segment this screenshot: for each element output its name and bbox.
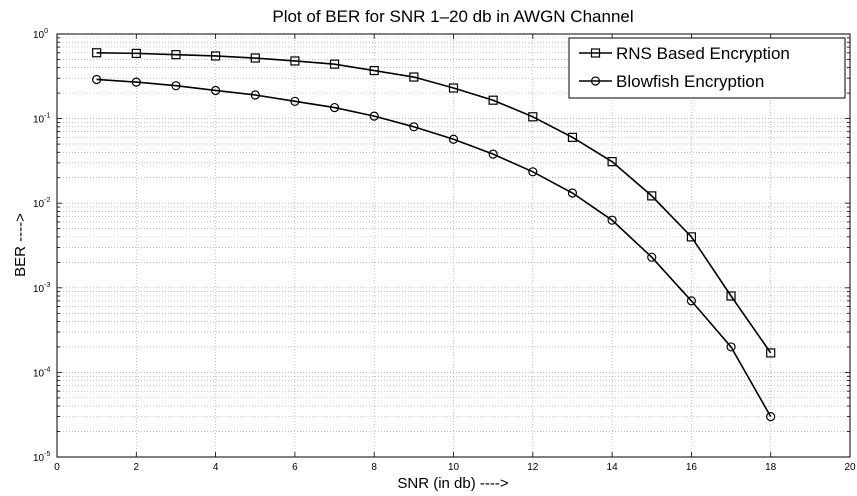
data-point [171,50,181,60]
data-point [211,85,221,96]
x-axis-label: SNR (in db) ----> [397,475,509,492]
data-point [92,48,102,58]
legend-marker [590,48,601,58]
x-tick-label: 0 [54,462,60,473]
x-tick-label: 14 [607,462,619,473]
y-axis-label: BER ----> [12,213,29,277]
legend-item-1: RNS Based Encryption [579,44,790,63]
data-point [329,102,340,113]
y-tick-label: 10-4 [33,366,50,379]
data-point [369,111,379,121]
data-point [607,215,617,225]
x-tick-label: 12 [527,462,539,473]
series-2 [92,74,776,422]
legend: RNS Based Encryption Blowfish Encryption [568,37,846,99]
x-tick-label: 16 [686,462,698,473]
data-point [409,122,419,132]
y-tick-labels: 10-5 10-4 10-3 10-2 10-1 100 [33,28,50,464]
y-tick-label: 100 [33,28,48,41]
data-point [290,96,300,106]
legend-item-2: Blowfish Encryption [579,72,764,91]
data-point [131,48,141,58]
data-point [488,149,498,159]
axis-ticks [56,34,851,458]
data-point [647,191,657,201]
series-1 [92,48,776,358]
data-point [369,65,379,76]
data-point [607,157,617,167]
data-point [409,72,419,82]
x-tick-label: 10 [448,462,460,473]
data-point [567,188,578,198]
y-tick-label: 10-3 [33,282,50,295]
data-point [290,56,300,66]
y-tick-label: 10-5 [33,451,50,464]
data-point [766,348,776,358]
legend-marker [590,76,601,86]
data-point [686,232,697,242]
data-point [211,51,221,61]
x-tick-label: 20 [844,462,856,473]
x-tick-label: 4 [213,462,219,473]
data-point [131,77,141,87]
series-line [96,51,772,354]
data-point [171,81,181,91]
legend-label: Blowfish Encryption [616,72,764,91]
data-point [448,83,459,93]
legend-box [568,37,846,99]
x-tick-label: 6 [292,462,298,473]
data-point [92,74,102,85]
legend-label: RNS Based Encryption [616,44,790,63]
data-point [726,342,736,352]
data-point [528,167,538,177]
data-point [647,252,657,262]
data-point [329,59,340,69]
data-point [686,296,697,306]
data-point [766,412,776,422]
chart-title: Plot of BER for SNR 1–20 db in AWGN Chan… [272,7,633,26]
y-tick-label: 10-2 [33,197,50,210]
series-line [96,78,772,418]
data-point [448,134,459,144]
plot-background [57,34,850,457]
data-point [250,90,260,100]
x-tick-label: 18 [765,462,777,473]
x-tick-label: 2 [134,462,140,473]
data-point [250,53,260,63]
x-tick-label: 8 [371,462,377,473]
data-series [92,48,776,422]
x-tick-labels: 0 2 4 6 8 10 12 14 16 18 20 [54,462,856,473]
y-tick-label: 10-1 [33,113,50,126]
data-point [528,112,538,122]
data-point [567,132,578,142]
data-point [726,291,736,301]
data-point [488,95,498,105]
